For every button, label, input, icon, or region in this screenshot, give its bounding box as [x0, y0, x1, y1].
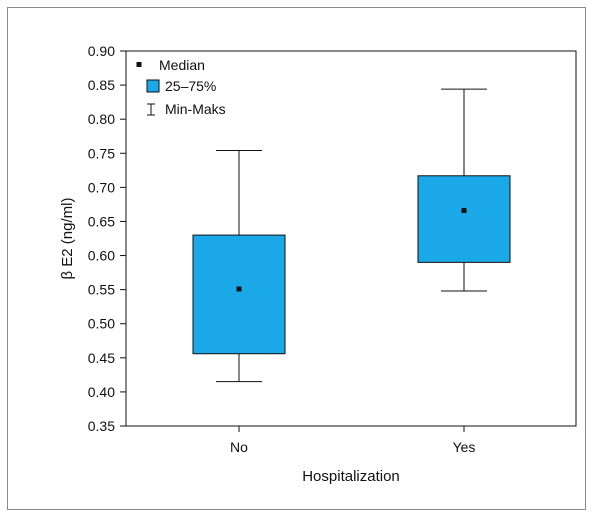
legend-box-label: 25–75%	[165, 78, 216, 94]
legend-item-median: Median	[136, 57, 205, 73]
legend-whisker-label: Min-Maks	[165, 101, 226, 117]
x-axis: No Yes	[230, 426, 475, 455]
median-marker	[461, 208, 467, 214]
x-tick-label: No	[230, 439, 248, 455]
legend: Median 25–75% Min-Maks	[136, 57, 226, 117]
legend-whisker-symbol	[147, 103, 155, 116]
legend-item-box: 25–75%	[146, 78, 216, 94]
y-tick-label: 0.55	[88, 282, 115, 298]
legend-median-marker	[136, 62, 142, 67]
figure-frame	[7, 7, 586, 510]
y-tick-label: 0.60	[88, 248, 115, 264]
box-yes	[417, 88, 511, 292]
y-tick-label: 0.85	[88, 77, 115, 93]
y-tick-label: 0.40	[88, 384, 115, 400]
plot-frame	[125, 50, 577, 427]
y-tick-label: 0.75	[88, 145, 115, 161]
median-marker	[236, 286, 242, 292]
legend-median-label: Median	[159, 57, 205, 73]
box-no	[192, 150, 286, 383]
plot-area	[125, 50, 577, 427]
x-axis-title: Hospitalization	[302, 468, 400, 485]
y-tick-label: 0.80	[88, 111, 115, 127]
y-tick-label: 0.90	[88, 43, 115, 59]
y-tick-label: 0.35	[88, 418, 115, 434]
boxes	[192, 88, 511, 383]
y-tick-label: 0.45	[88, 350, 115, 366]
y-axis-title: β E2 (ng/ml)	[59, 198, 76, 280]
iqr-box	[192, 234, 286, 355]
y-tick-label: 0.50	[88, 316, 115, 332]
legend-box-swatch	[146, 79, 160, 93]
y-tick-label: 0.65	[88, 213, 115, 229]
iqr-box	[417, 175, 511, 263]
y-axis: 0.35 0.40 0.45 0.50 0.55 0.60 0.65 0.70 0.75 0.80…	[88, 43, 126, 434]
y-tick-label: 0.70	[88, 179, 115, 195]
x-tick-label: Yes	[453, 439, 476, 455]
legend-item-whisker: Min-Maks	[147, 101, 226, 117]
